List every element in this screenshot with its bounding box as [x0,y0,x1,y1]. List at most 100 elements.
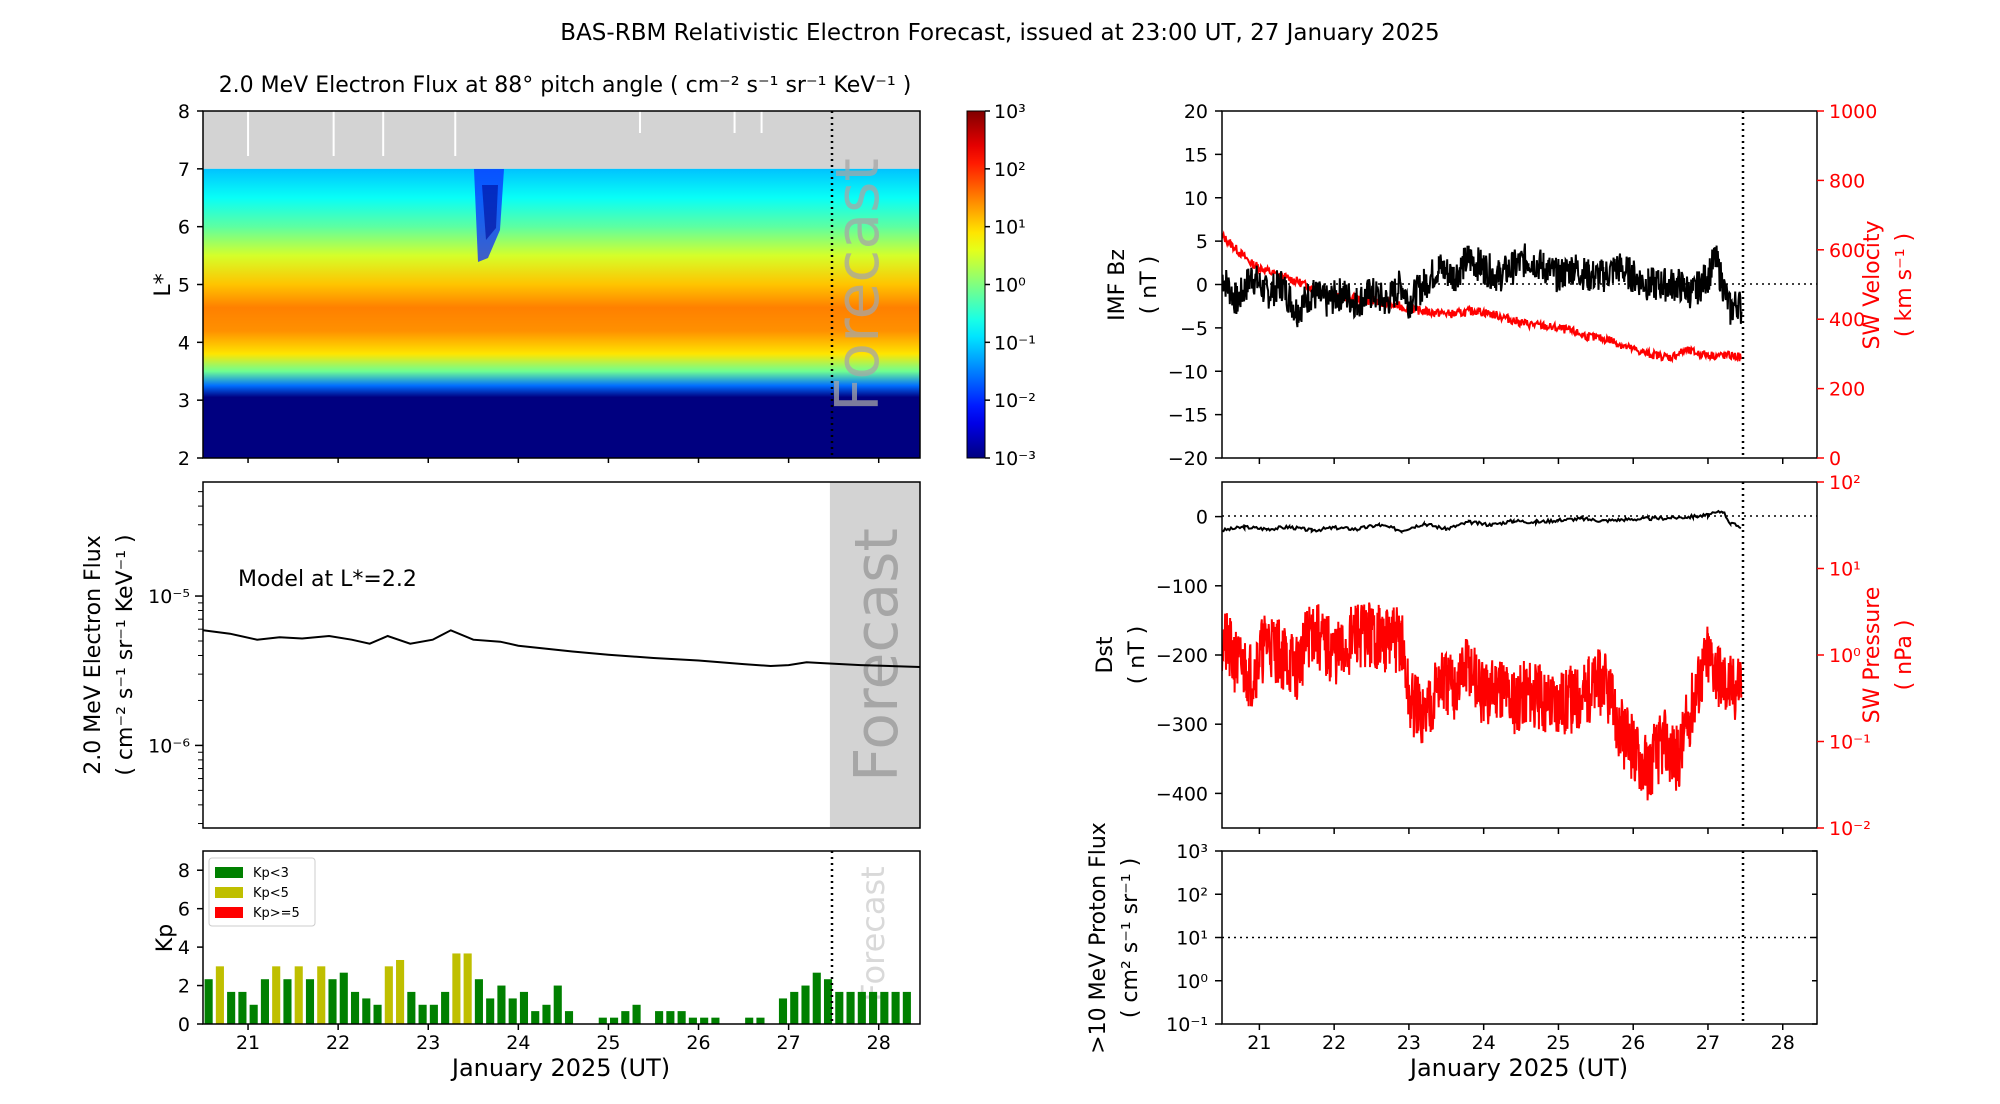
kp-bar [339,972,348,1024]
spectrogram-y-tick-label: 6 [178,217,190,239]
kp-bar [835,991,844,1024]
sw-pressure-line [1222,602,1743,801]
kp-bar [260,979,269,1024]
kp-bar [902,991,911,1024]
kp-bar [474,979,483,1024]
proton-panel: 10⁻¹ 10⁰ 10¹ 10² 10³ 21 22 23 24 25 26 27 28 >10 Me… [1086,822,1818,1082]
kp-bar [215,966,224,1024]
imf-y-tick-label: 0 [1196,275,1208,297]
kp-bar [497,985,506,1024]
kp-bar [519,991,529,1024]
x-tick-label: 27 [1696,1032,1720,1054]
kp-bar [666,1011,675,1024]
imf-y-tick-label: −5 [1180,318,1208,340]
proton-y-tick-label: 10⁻¹ [1166,1014,1208,1036]
spectrogram-y-tick-label: 5 [178,275,190,297]
x-tick-label: 22 [1322,1032,1346,1054]
imf-x-ticks [1258,458,1784,464]
spectrogram-y-tick-label: 3 [178,390,190,412]
kp-legend-swatch [215,867,243,878]
colorbar: 10⁻³ 10⁻² 10⁻¹ 10⁰ 10¹ 10² 10³ [966,101,1036,470]
kp-bar [429,1004,438,1024]
colorbar-tick-label: 10³ [994,101,1026,123]
spectrogram-title: 2.0 MeV Electron Flux at 88° pitch angle… [219,73,912,98]
kp-bar [463,953,472,1024]
kp-bar [441,991,450,1024]
x-tick-label: 25 [1546,1032,1570,1054]
dst-panel: 0 −100 −200 −300 −400 10⁻² 10⁻¹ 10⁰ 10¹ 10² Dst … [1093,472,1917,840]
kp-bar [407,991,416,1024]
page-title: BAS-RBM Relativistic Electron Forecast, … [560,20,1439,46]
kp-legend-swatch [215,907,243,918]
velocity-y-tick-label: 0 [1829,448,1841,470]
flux-y-label-units: ( cm⁻² s⁻¹ sr⁻¹ KeV⁻¹ ) [113,534,138,775]
spectrogram-y-tick-label: 8 [178,101,190,123]
proton-y-label-units: ( cm² s⁻¹ sr⁻¹ ) [1118,858,1143,1018]
proton-x-axis: 21 22 23 24 25 26 27 28 [1247,1024,1795,1054]
flux-frame [202,481,921,829]
x-tick-label: 28 [1771,1032,1795,1054]
flux-y-label-name: 2.0 MeV Electron Flux [81,535,106,775]
kp-bar [305,979,315,1024]
kp-x-tick-label: 24 [506,1032,530,1054]
kp-x-tick-label: 21 [236,1032,260,1054]
imf-y-tick-label: −15 [1168,405,1208,427]
dst-x-ticks [1258,828,1784,834]
flux-forecast-label: Forecast [842,528,912,782]
kp-bar [677,1011,686,1024]
dst-y-label-units: ( nT ) [1125,626,1150,685]
kp-bar [531,1011,540,1024]
imf-y-label: IMF Bz ( nT ) [1105,249,1162,321]
x-tick-label: 21 [1247,1032,1271,1054]
imf-y-tick-label: 10 [1184,188,1208,210]
dst-y-label-name: Dst [1093,636,1118,673]
kp-y-tick-label: 6 [178,899,190,921]
imf-panel: −20 −15 −10 −5 0 5 10 15 20 0 200 400 600 800 1000 IM… [1105,101,1917,470]
kp-bar [700,1017,709,1024]
spectrogram-y-tick-label: 7 [178,159,190,181]
spectrogram-y-axis: 2 3 4 5 6 7 8 [178,101,880,470]
kp-bar [227,991,236,1024]
spectrogram-no-data-region [203,111,920,169]
kp-bar [598,1017,607,1024]
x-tick-label: 26 [1621,1032,1645,1054]
kp-bar [373,1004,382,1024]
kp-frame [202,850,921,1025]
dst-y-label: Dst ( nT ) [1093,626,1150,685]
dst-line [1222,509,1742,534]
dst-y-tick-label: −100 [1156,576,1208,598]
kp-bar [869,991,878,1024]
colorbar-ticks: 10⁻³ 10⁻² 10⁻¹ 10⁰ 10¹ 10² 10³ [985,101,1036,470]
kp-bar [812,972,821,1024]
kp-bar [396,959,405,1024]
imf-y-label-units: ( nT ) [1137,256,1162,315]
imf-y-label-name: IMF Bz [1105,249,1130,321]
pressure-y-tick-label: 10⁻² [1829,818,1871,840]
kp-y-label: Kp [153,924,178,952]
dst-left-axis: 0 −100 −200 −300 −400 [1156,507,1222,805]
kp-x-tick-label: 27 [777,1032,801,1054]
kp-bar [778,998,788,1024]
spectrogram-y-tick-label: 4 [178,332,190,354]
flux-annotation: Model at L*=2.2 [238,567,417,592]
dst-y-tick-label: −300 [1156,714,1208,736]
kp-bar [801,985,810,1024]
spectrogram-panel: 2.0 MeV Electron Flux at 88° pitch angle… [151,73,921,470]
pressure-y-tick-label: 10⁻¹ [1829,732,1871,754]
x-tick-label: 24 [1472,1032,1496,1054]
colorbar-tick-label: 10² [994,159,1026,181]
sw-pressure-label: SW Pressure ( nPa ) [1860,587,1917,724]
proton-y-label-name: >10 MeV Proton Flux [1086,822,1111,1054]
imf-y-tick-label: 20 [1184,101,1208,123]
imf-y-tick-label: 15 [1184,144,1208,166]
proton-y-tick-label: 10⁰ [1176,971,1208,993]
velocity-y-tick-label: 800 [1829,170,1865,192]
kp-bars [204,953,911,1024]
flux-y-axis: 10⁻⁶ 10⁻⁵ [148,491,203,825]
spectrogram-flux-map [203,168,920,459]
kp-y-tick-label: 8 [178,860,190,882]
dst-y-tick-label: 0 [1196,507,1208,529]
kp-legend-label: Kp<5 [253,886,289,901]
colorbar-tick-label: 10⁻² [994,390,1036,412]
